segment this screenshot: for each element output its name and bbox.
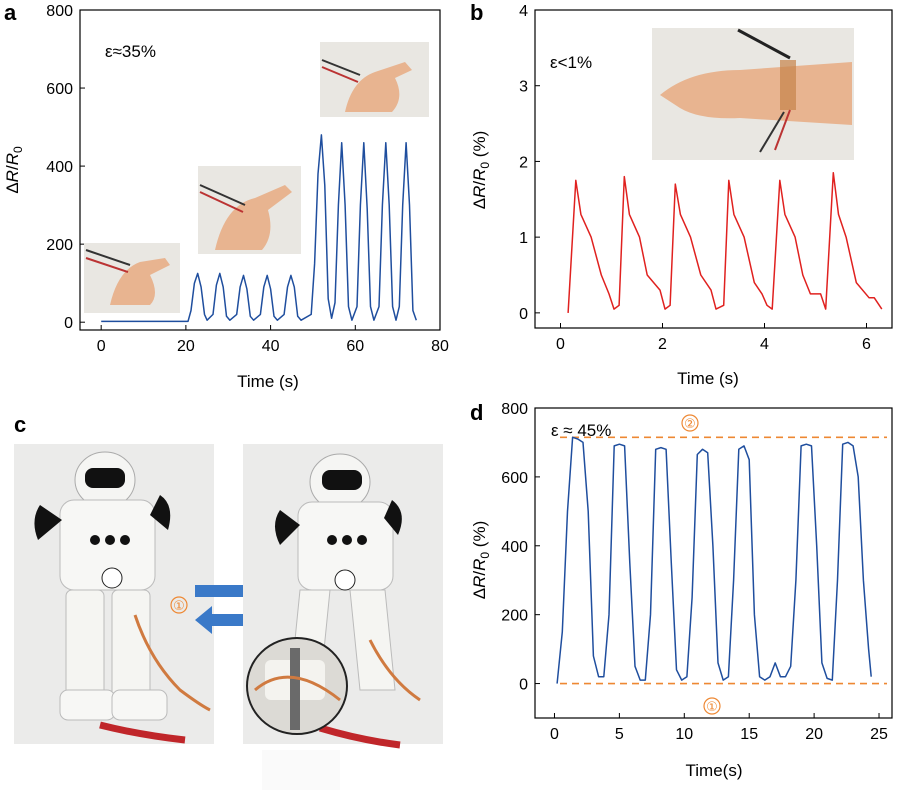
d-ytick-label: 200 (501, 608, 528, 625)
robot-state-1-photo (14, 444, 214, 744)
panel-d-top-marker: ② (684, 416, 696, 431)
d-xtick-label: 20 (805, 726, 823, 743)
d-ytick-label: 800 (501, 401, 528, 418)
panel-d-overlay (556, 436, 887, 685)
a-xtick-label: 20 (177, 338, 195, 355)
d-xtick-label: 0 (550, 726, 559, 743)
finger-straight-photo (84, 243, 180, 313)
d-xtick-label: 25 (870, 726, 888, 743)
panel-b-frame (534, 9, 893, 329)
panel-b-label: b (470, 0, 483, 25)
panel-b-xlabel: Time (s) (677, 369, 739, 388)
panel-d-frame (534, 407, 893, 719)
sensor-closeup-photo (246, 637, 348, 735)
panel-d-strain-annotation: ε ≈ 45% (551, 421, 611, 440)
state-1-label: ① (173, 598, 185, 613)
b-xtick-label: 2 (658, 336, 667, 353)
a-series-line (101, 134, 418, 323)
panel-a-label: a (4, 0, 17, 25)
a-xtick-label: 60 (346, 338, 364, 355)
a-ytick-label: 600 (46, 81, 73, 98)
a-xtick-label: 80 (431, 338, 449, 355)
a-ytick-label: 800 (46, 3, 73, 20)
d-ytick-label: 600 (501, 470, 528, 487)
b-xtick-label: 4 (760, 336, 769, 353)
panel-c-label: c (14, 412, 26, 437)
d-ytick-label: 400 (501, 539, 528, 556)
b-xtick-label: 6 (862, 336, 871, 353)
finger-fully-bent-photo (320, 42, 429, 117)
b-ytick-label: 1 (519, 230, 528, 247)
a-xtick-label: 40 (262, 338, 280, 355)
wrist-pulse-photo (652, 28, 854, 160)
panel-b-chart: 0 2 4 6 0 1 2 3 4 Time (s) ΔR/R0 (%) ε<1% (470, 3, 893, 388)
panel-a-strain-annotation: ε≈35% (105, 42, 156, 61)
panel-b-strain-annotation: ε<1% (550, 53, 592, 72)
panel-d-label: d (470, 400, 483, 425)
a-xtick-label: 0 (97, 338, 106, 355)
a-ytick-label: 400 (46, 159, 73, 176)
b-series-line (567, 172, 883, 313)
d-ytick-label: 0 (519, 677, 528, 694)
panel-a-ylabel: ΔR/R0 (3, 146, 25, 194)
b-ytick-label: 3 (519, 79, 528, 96)
finger-half-bent-photo (198, 166, 301, 254)
a-ytick-label: 0 (64, 315, 73, 332)
panel-d-xlabel: Time(s) (686, 761, 743, 780)
d-xtick-label: 5 (615, 726, 624, 743)
panel-a-xlabel: Time (s) (237, 372, 299, 391)
panel-b-overlay (567, 172, 883, 313)
d-series-line (556, 436, 872, 684)
d-xtick-label: 15 (740, 726, 758, 743)
panel-d-bottom-marker: ① (706, 699, 718, 714)
blank-strip (262, 750, 340, 790)
panel-b-ylabel: ΔR/R0 (%) (470, 131, 492, 210)
panel-d-ylabel: ΔR/R0 (%) (470, 521, 492, 600)
panel-b-ticks: 0 2 4 6 0 1 2 3 4 (519, 3, 871, 353)
d-xtick-label: 10 (675, 726, 693, 743)
b-ytick-label: 0 (519, 306, 528, 323)
backward-arrow-icon (195, 606, 262, 634)
b-ytick-label: 4 (519, 3, 528, 20)
panel-d-ticks: 0 5 10 15 20 25 0 200 400 600 800 (501, 401, 888, 743)
panel-d-chart: 0 5 10 15 20 25 0 200 400 600 800 Time(s) ΔR/R0 (%… (470, 401, 893, 780)
panel-c-photos: ① ② (14, 444, 443, 790)
b-xtick-label: 0 (556, 336, 565, 353)
b-ytick-label: 2 (519, 154, 528, 171)
panel-a-frame (79, 9, 441, 331)
a-ytick-label: 200 (46, 237, 73, 254)
panel-a-overlay (101, 134, 418, 323)
